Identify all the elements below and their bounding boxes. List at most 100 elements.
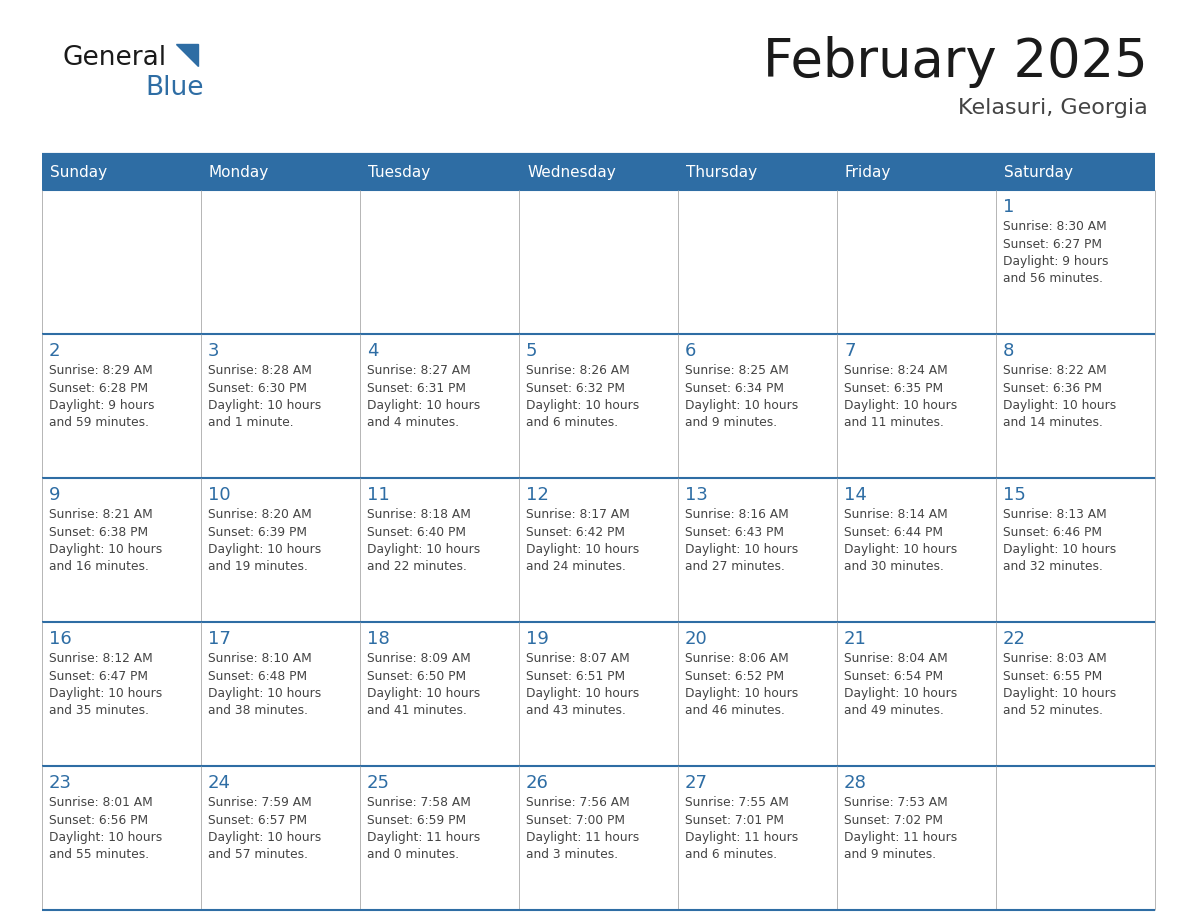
Text: Sunset: 6:32 PM: Sunset: 6:32 PM [526,382,625,395]
Text: and 38 minutes.: and 38 minutes. [208,704,308,718]
Text: Sunset: 6:42 PM: Sunset: 6:42 PM [526,525,625,539]
Text: Sunset: 6:34 PM: Sunset: 6:34 PM [685,382,784,395]
Text: and 9 minutes.: and 9 minutes. [685,417,777,430]
Text: Daylight: 10 hours: Daylight: 10 hours [526,543,639,556]
Text: and 22 minutes.: and 22 minutes. [367,561,467,574]
Text: 1: 1 [1003,198,1015,216]
Text: Sunrise: 8:17 AM: Sunrise: 8:17 AM [526,508,630,521]
Text: and 27 minutes.: and 27 minutes. [685,561,785,574]
Text: 26: 26 [526,774,549,792]
Text: 18: 18 [367,630,390,648]
Text: Tuesday: Tuesday [368,165,430,180]
Text: and 41 minutes.: and 41 minutes. [367,704,467,718]
Text: Daylight: 10 hours: Daylight: 10 hours [1003,399,1117,412]
Text: Sunset: 6:30 PM: Sunset: 6:30 PM [208,382,307,395]
Text: 16: 16 [49,630,71,648]
Text: and 55 minutes.: and 55 minutes. [49,848,150,861]
Text: and 57 minutes.: and 57 minutes. [208,848,308,861]
Text: Daylight: 10 hours: Daylight: 10 hours [367,399,480,412]
Bar [838,766,996,910]
Text: and 14 minutes.: and 14 minutes. [1003,417,1102,430]
Text: 7: 7 [843,342,855,360]
Text: and 52 minutes.: and 52 minutes. [1003,704,1102,718]
Text: 20: 20 [685,630,708,648]
Text: Sunrise: 8:29 AM: Sunrise: 8:29 AM [49,364,153,377]
Text: Saturday: Saturday [1004,165,1073,180]
Polygon shape [176,44,198,66]
Text: Sunrise: 8:04 AM: Sunrise: 8:04 AM [843,652,948,665]
Bar [201,766,360,910]
Text: Sunrise: 8:01 AM: Sunrise: 8:01 AM [49,796,153,809]
Bar [42,190,201,334]
Text: Daylight: 10 hours: Daylight: 10 hours [843,399,958,412]
Text: Daylight: 10 hours: Daylight: 10 hours [526,399,639,412]
Bar [42,622,201,766]
Bar [838,622,996,766]
Text: Sunrise: 8:26 AM: Sunrise: 8:26 AM [526,364,630,377]
Text: Sunday: Sunday [50,165,107,180]
Text: and 43 minutes.: and 43 minutes. [526,704,626,718]
Bar [678,190,838,334]
Text: Sunrise: 8:03 AM: Sunrise: 8:03 AM [1003,652,1107,665]
Text: Sunrise: 8:21 AM: Sunrise: 8:21 AM [49,508,153,521]
Text: Sunset: 6:52 PM: Sunset: 6:52 PM [685,669,784,682]
Bar [519,622,678,766]
Bar [678,766,838,910]
Text: Daylight: 10 hours: Daylight: 10 hours [208,543,321,556]
Text: Daylight: 10 hours: Daylight: 10 hours [49,831,163,844]
Text: and 32 minutes.: and 32 minutes. [1003,561,1102,574]
Text: and 49 minutes.: and 49 minutes. [843,704,944,718]
Text: Sunset: 6:38 PM: Sunset: 6:38 PM [49,525,148,539]
Text: and 35 minutes.: and 35 minutes. [49,704,148,718]
Text: Sunrise: 8:24 AM: Sunrise: 8:24 AM [843,364,948,377]
Text: Sunset: 7:02 PM: Sunset: 7:02 PM [843,813,943,826]
Bar [201,478,360,622]
Text: 8: 8 [1003,342,1015,360]
Text: 11: 11 [367,486,390,504]
Text: Daylight: 10 hours: Daylight: 10 hours [208,831,321,844]
Text: Daylight: 10 hours: Daylight: 10 hours [1003,687,1117,700]
Text: and 59 minutes.: and 59 minutes. [49,417,148,430]
Text: Sunset: 6:55 PM: Sunset: 6:55 PM [1003,669,1102,682]
Text: 5: 5 [526,342,537,360]
Text: Sunset: 7:01 PM: Sunset: 7:01 PM [685,813,784,826]
Text: Daylight: 10 hours: Daylight: 10 hours [367,543,480,556]
Text: February 2025: February 2025 [763,36,1148,88]
Bar [678,478,838,622]
Text: Sunset: 6:51 PM: Sunset: 6:51 PM [526,669,625,682]
Text: Sunrise: 8:06 AM: Sunrise: 8:06 AM [685,652,789,665]
Bar [996,190,1155,334]
Text: 27: 27 [685,774,708,792]
Text: General: General [62,45,166,71]
Text: Sunset: 6:57 PM: Sunset: 6:57 PM [208,813,308,826]
Text: Daylight: 11 hours: Daylight: 11 hours [843,831,958,844]
Text: Daylight: 10 hours: Daylight: 10 hours [685,687,798,700]
Text: Sunrise: 8:27 AM: Sunrise: 8:27 AM [367,364,470,377]
Text: and 11 minutes.: and 11 minutes. [843,417,944,430]
Text: Daylight: 9 hours: Daylight: 9 hours [1003,255,1108,268]
Text: Sunset: 6:48 PM: Sunset: 6:48 PM [208,669,308,682]
Text: and 1 minute.: and 1 minute. [208,417,293,430]
Bar [360,766,519,910]
Text: and 56 minutes.: and 56 minutes. [1003,273,1102,285]
Text: Sunrise: 7:58 AM: Sunrise: 7:58 AM [367,796,470,809]
Text: Thursday: Thursday [685,165,757,180]
Text: Sunrise: 7:53 AM: Sunrise: 7:53 AM [843,796,948,809]
Text: Sunset: 6:35 PM: Sunset: 6:35 PM [843,382,943,395]
Text: Sunset: 6:36 PM: Sunset: 6:36 PM [1003,382,1102,395]
Bar [42,155,1155,190]
Bar [360,334,519,478]
Text: Sunset: 6:40 PM: Sunset: 6:40 PM [367,525,466,539]
Text: Daylight: 11 hours: Daylight: 11 hours [367,831,480,844]
Bar [42,766,201,910]
Text: Daylight: 9 hours: Daylight: 9 hours [49,399,154,412]
Text: 25: 25 [367,774,390,792]
Text: Sunrise: 8:07 AM: Sunrise: 8:07 AM [526,652,630,665]
Bar [360,478,519,622]
Bar [838,190,996,334]
Text: Sunset: 6:39 PM: Sunset: 6:39 PM [208,525,307,539]
Bar [519,478,678,622]
Bar [42,334,201,478]
Bar [996,478,1155,622]
Text: and 3 minutes.: and 3 minutes. [526,848,618,861]
